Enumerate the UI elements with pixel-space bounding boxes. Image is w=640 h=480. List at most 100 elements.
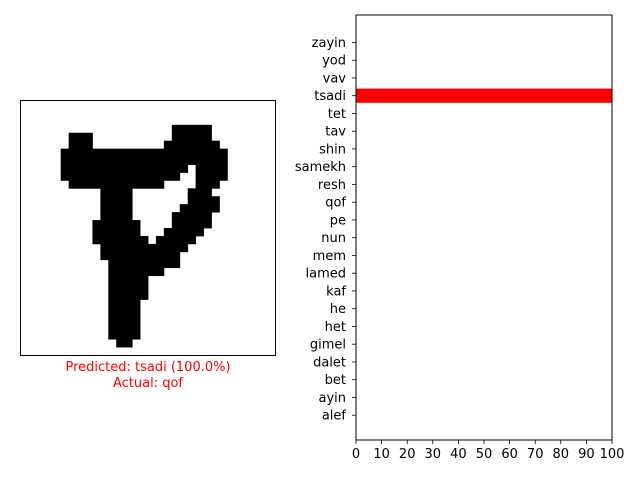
glyph-pixel (203, 220, 212, 229)
glyph-pixel (124, 307, 133, 316)
glyph-pixel (179, 124, 189, 134)
glyph-pixel (195, 228, 204, 237)
glyph-pixel (179, 132, 189, 142)
glyph-pixel (203, 172, 212, 181)
glyph-pixel (116, 283, 125, 292)
glyph-pixel (100, 196, 109, 205)
glyph-pixel (132, 283, 141, 292)
glyph-pixel (92, 164, 101, 173)
glyph-pixel (148, 172, 157, 181)
glyph-pixel (116, 275, 125, 284)
glyph-pixel (148, 251, 157, 261)
glyph-pixel (203, 212, 212, 221)
glyph-pixel (171, 140, 181, 150)
glyph-pixel (203, 140, 212, 150)
x-tick-label: 20 (399, 447, 416, 462)
x-tick-label: 70 (527, 447, 544, 462)
glyph-pixel (124, 299, 133, 308)
y-tick-label: tav (325, 125, 346, 140)
glyph-pixel (140, 172, 149, 181)
glyph-pixel (60, 172, 70, 181)
x-tick-label: 100 (600, 447, 625, 462)
glyph-pixel (124, 228, 133, 237)
glyph-pixel (108, 307, 117, 316)
glyph-pixel (211, 148, 220, 157)
glyph-pixel (116, 188, 125, 197)
glyph-pixel (132, 228, 141, 237)
glyph-pixel (195, 188, 204, 197)
glyph-pixel (60, 148, 70, 157)
glyph-pixel (140, 275, 149, 284)
glyph-pixel (187, 212, 197, 221)
glyph-pixel (108, 204, 117, 213)
glyph-pixel (108, 164, 117, 173)
glyph-pixel (108, 172, 117, 181)
glyph-pixel (179, 140, 189, 150)
glyph-pixel (171, 164, 181, 173)
glyph-pixel (60, 164, 70, 173)
y-tick-label: bet (325, 373, 346, 388)
y-tick-label: alef (322, 409, 347, 424)
glyph-pixel (116, 220, 125, 229)
glyph-pixel (148, 259, 157, 269)
glyph-pixel (68, 180, 77, 189)
glyph-pixel (203, 180, 212, 189)
glyph-pixel (108, 156, 117, 165)
glyph-pixel (108, 251, 117, 261)
glyph-pixel (155, 156, 165, 165)
glyph-pixel (108, 243, 117, 253)
glyph-pixel (187, 188, 197, 197)
glyph-pixel (171, 220, 181, 229)
actual-label: Actual: qof (112, 376, 184, 391)
glyph-pixel (179, 164, 189, 173)
glyph-pixel (219, 172, 228, 181)
glyph-pixel (140, 156, 149, 165)
y-tick-label: gimel (310, 338, 346, 353)
glyph-pixel (68, 148, 77, 157)
glyph-pixel (92, 148, 101, 157)
glyph-pixel (211, 180, 220, 189)
glyph-pixel (100, 243, 109, 253)
x-tick-label: 0 (352, 447, 360, 462)
glyph-pixel (116, 323, 125, 332)
glyph-pixel (132, 243, 141, 253)
glyph-pixel (108, 275, 117, 284)
glyph-pixel (140, 180, 149, 189)
glyph-pixel (116, 156, 125, 165)
glyph-pixel (116, 212, 125, 221)
glyph-pixel (148, 148, 157, 157)
glyph-pixel (108, 235, 117, 245)
glyph-pixel (179, 243, 189, 253)
glyph-pixel (203, 196, 212, 205)
glyph-pixel (116, 315, 125, 324)
glyph-pixel (163, 259, 173, 269)
glyph-pixel (187, 140, 197, 150)
glyph-pixel (211, 172, 220, 181)
glyph-pixel (155, 267, 165, 277)
glyph-pixel (140, 164, 149, 173)
glyph-pixel (163, 148, 173, 157)
glyph-pixel (219, 164, 228, 173)
glyph-pixel (163, 140, 173, 150)
glyph-pixel (76, 148, 85, 157)
glyph-pixel (100, 228, 109, 237)
glyph-pixel (187, 156, 197, 165)
x-tick-label: 50 (476, 447, 493, 462)
glyph-pixel (195, 204, 204, 213)
glyph-pixel (163, 156, 173, 165)
glyph-pixel (155, 164, 165, 173)
glyph-pixel (179, 220, 189, 229)
glyph-pixel (116, 164, 125, 173)
glyph-pixel (100, 188, 109, 197)
glyph-pixel (76, 156, 85, 165)
glyph-pixel (148, 267, 157, 277)
glyph-pixel (108, 180, 117, 189)
glyph-pixel (132, 307, 141, 316)
glyph-pixel (211, 196, 220, 205)
glyph-pixel (116, 259, 125, 269)
y-tick-label: ayin (318, 391, 346, 406)
glyph-pixel (179, 235, 189, 245)
y-tick-label: vav (323, 71, 347, 86)
glyph-pixel (211, 140, 220, 150)
glyph-pixel (116, 251, 125, 261)
